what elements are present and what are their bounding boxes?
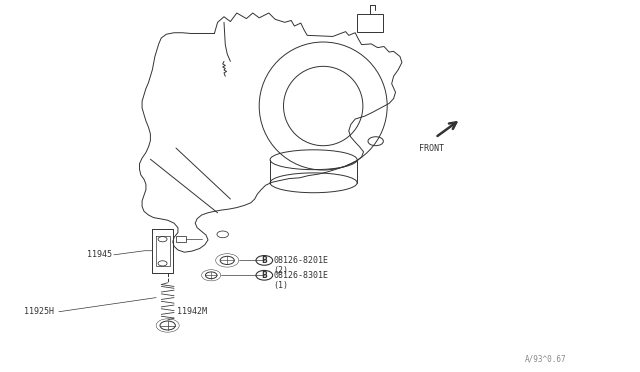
Text: 08126-8301E: 08126-8301E [273,271,328,280]
Text: 11942M: 11942M [177,307,207,316]
Bar [176,236,186,242]
Text: (1): (1) [273,281,288,290]
Text: 11925H: 11925H [24,307,54,316]
Text: A/93^0.67: A/93^0.67 [525,355,566,363]
Text: 11945: 11945 [87,250,112,259]
Text: B: B [262,256,267,265]
Text: FRONT: FRONT [419,144,445,153]
Text: 08126-8201E: 08126-8201E [273,256,328,265]
Text: B: B [262,271,267,280]
Text: (2): (2) [273,266,288,275]
Bar [357,14,383,32]
